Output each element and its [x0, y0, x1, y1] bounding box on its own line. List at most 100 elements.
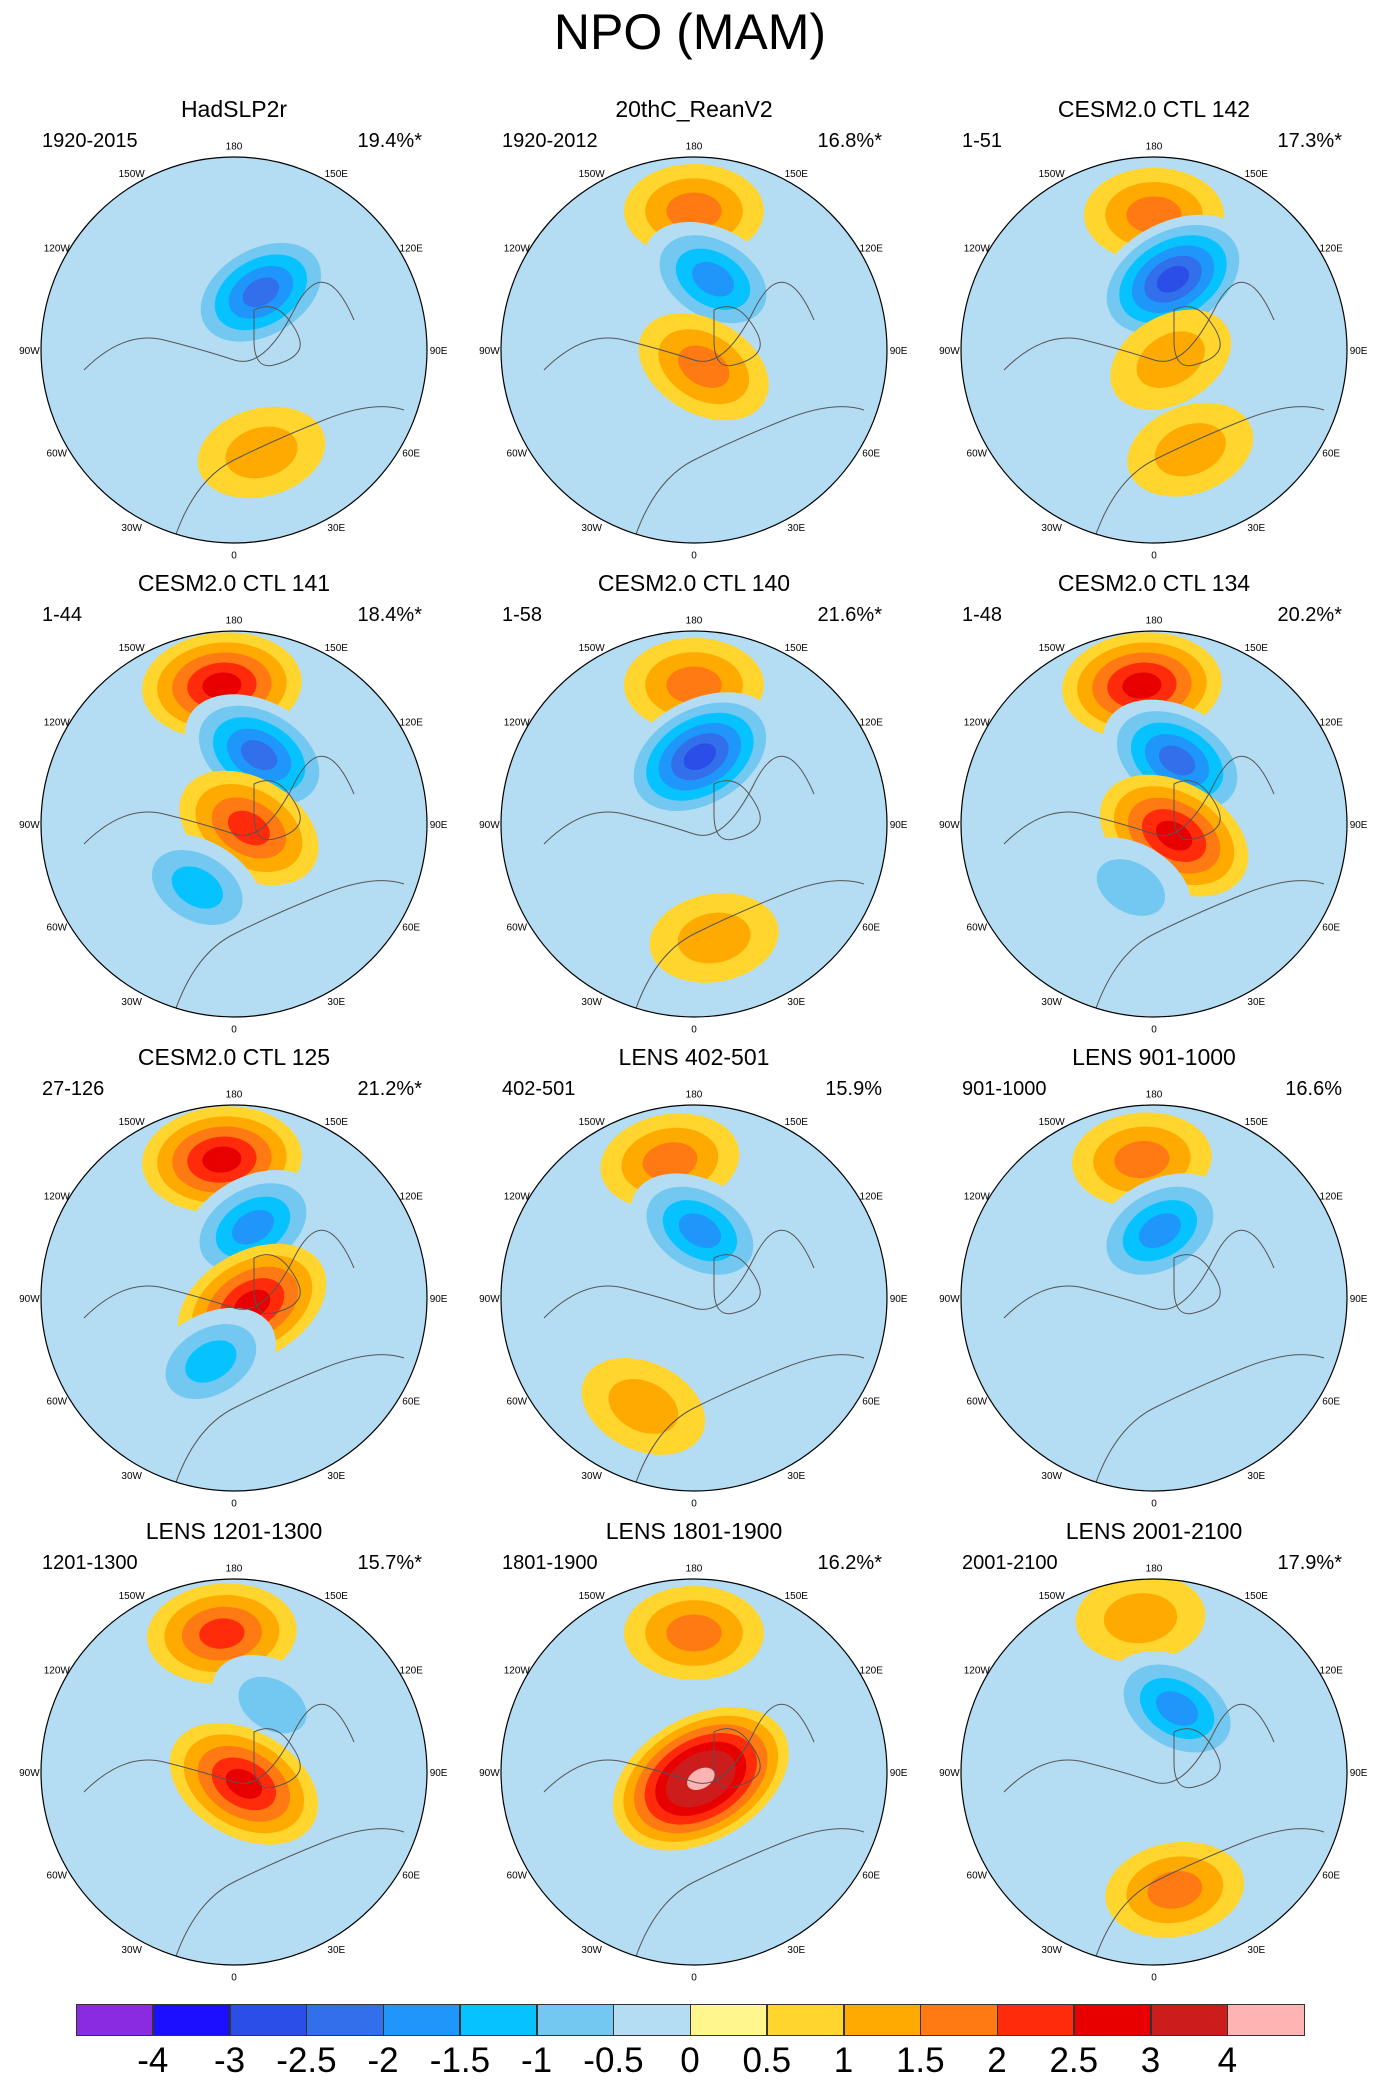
coastline	[543, 1229, 815, 1319]
coastline	[83, 281, 355, 371]
lon-label: 30W	[581, 1945, 602, 1956]
lon-label: 120E	[1320, 244, 1344, 255]
lon-label: 60E	[1322, 1396, 1340, 1407]
anomaly-contour	[1156, 1691, 1199, 1726]
panel-period: 901-1000	[962, 1078, 1047, 1100]
lon-label: 150E	[325, 169, 349, 180]
lon-label: 60E	[862, 1870, 880, 1881]
lon-label: 60W	[507, 1396, 528, 1407]
panel-variance: 15.9%	[825, 1078, 882, 1100]
lon-label: 90W	[939, 820, 960, 831]
anomaly-contour	[202, 1146, 242, 1173]
map-outline	[500, 630, 888, 1018]
panel-period: 1201-1300	[42, 1552, 138, 1574]
coastline	[173, 406, 405, 541]
polar-map: 180 150E 120E 90E 60E 30E 0 30W 60W 90W 120W 150W	[19, 616, 448, 1036]
lon-label: 0	[1151, 551, 1157, 562]
colorbar-label: -1	[520, 2041, 553, 2080]
lon-label: 90E	[430, 1768, 448, 1779]
colorbar-label: 2	[987, 2041, 1007, 2080]
colorbar-label: -1.5	[429, 2041, 491, 2080]
panel-period: 1-44	[42, 604, 83, 626]
lon-label: 120E	[860, 1666, 884, 1677]
lon-label: 120W	[44, 1666, 71, 1677]
anomaly-contour	[1156, 265, 1190, 293]
lon-label: 60E	[1322, 448, 1340, 459]
panel-title: HadSLP2r	[180, 96, 288, 122]
map-panel: CESM2.0 CTL 141 1-44 18.4%* 180 150E 120E 90E 6…	[4, 568, 464, 1038]
lon-label: 180	[1146, 1090, 1163, 1100]
lon-label: 150W	[1039, 1117, 1066, 1128]
coastline	[1173, 306, 1221, 367]
lon-label: 0	[691, 1025, 697, 1036]
anomaly-contour	[1122, 672, 1162, 699]
lon-label: 60E	[402, 922, 420, 933]
lon-label: 60W	[967, 1870, 988, 1881]
lon-label: 150W	[119, 643, 146, 654]
lon-label: 60W	[967, 922, 988, 933]
coastline	[1093, 406, 1325, 541]
lon-label: 90E	[890, 1768, 908, 1779]
lon-label: 150W	[119, 1117, 146, 1128]
lon-label: 60W	[507, 922, 528, 933]
lon-label: 30W	[121, 1945, 142, 1956]
panel-variance: 15.7%*	[357, 1552, 423, 1574]
panel-title: LENS 2001-2100	[1065, 1518, 1243, 1544]
lon-label: 30W	[581, 1471, 602, 1482]
panel-variance: 16.2%*	[817, 1552, 883, 1574]
anomaly-contour	[1114, 1141, 1170, 1179]
coastline	[713, 780, 761, 841]
lon-label: 150E	[325, 1117, 349, 1128]
lon-label: 150E	[1245, 1591, 1269, 1602]
anomaly-contour	[687, 1767, 715, 1791]
colorbar-swatch	[1227, 2004, 1305, 2036]
colorbar-swatch	[383, 2004, 461, 2036]
anomaly-contour	[1147, 1870, 1203, 1909]
map-outline	[960, 630, 1348, 1018]
lon-label: 120E	[1320, 1192, 1344, 1203]
lon-label: 120W	[44, 718, 71, 729]
panel-variance: 19.4%*	[357, 130, 423, 152]
coastline	[1003, 1703, 1275, 1793]
panel-variance: 17.9%*	[1277, 1552, 1343, 1574]
lon-label: 60E	[402, 1396, 420, 1407]
anomaly-contour	[231, 1209, 275, 1245]
lon-label: 120W	[44, 244, 71, 255]
lon-label: 60E	[862, 922, 880, 933]
polar-map: 180 150E 120E 90E 60E 30E 0 30W 60W 90W 120W 150W	[939, 616, 1368, 1036]
lon-label: 30E	[787, 523, 805, 534]
lon-label: 150W	[1039, 169, 1066, 180]
lon-label: 30W	[581, 997, 602, 1008]
panel-title: CESM2.0 CTL 140	[597, 570, 791, 596]
anomaly-contour	[1138, 1213, 1181, 1249]
panel-title: LENS 901-1000	[1072, 1044, 1236, 1070]
coastline	[173, 1828, 405, 1963]
lon-label: 150W	[119, 169, 146, 180]
lon-label: 90E	[430, 346, 448, 357]
colorbar-label: -2	[367, 2041, 399, 2080]
lon-label: 90E	[890, 1294, 908, 1305]
lon-label: 30W	[1041, 1471, 1062, 1482]
lon-label: 90E	[890, 346, 908, 357]
lon-label: 60E	[862, 1396, 880, 1407]
anomaly-contour	[225, 426, 298, 479]
lon-label: 120W	[964, 718, 991, 729]
lon-label: 30E	[1247, 1945, 1265, 1956]
panel-period: 402-501	[502, 1078, 576, 1100]
colorbar-label: -2.5	[276, 2041, 337, 2080]
lon-label: 60W	[47, 1870, 68, 1881]
colorbar-label: -0.5	[583, 2041, 644, 2080]
coastline	[173, 1354, 405, 1489]
map-panel: LENS 901-1000 901-1000 16.6% 180 150E 120E 90E…	[924, 1042, 1380, 1512]
lon-label: 180	[686, 1564, 703, 1574]
map-panel: HadSLP2r 1920-2015 19.4%* 180 150E 120E 90E 60E…	[4, 94, 464, 564]
lon-label: 60W	[967, 1396, 988, 1407]
coastline	[633, 406, 865, 541]
lon-label: 150E	[785, 1591, 809, 1602]
lon-label: 90W	[479, 1768, 500, 1779]
map-outline	[960, 1104, 1348, 1492]
lon-label: 120W	[504, 1666, 531, 1677]
lon-label: 120W	[964, 244, 991, 255]
lon-label: 30E	[327, 523, 345, 534]
map-panel: 20thC_ReanV2 1920-2012 16.8%* 180 150E 120E 90…	[464, 94, 924, 564]
